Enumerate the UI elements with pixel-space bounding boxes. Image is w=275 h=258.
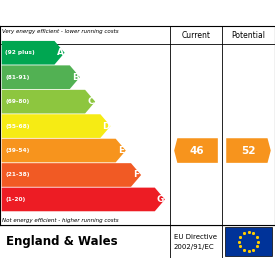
Bar: [225, 227, 272, 256]
Polygon shape: [2, 65, 80, 89]
Text: 46: 46: [189, 146, 204, 156]
Polygon shape: [2, 163, 141, 187]
Text: Current: Current: [182, 30, 210, 39]
Polygon shape: [2, 90, 95, 114]
Text: (55-68): (55-68): [5, 124, 30, 128]
Polygon shape: [174, 138, 218, 163]
Text: D: D: [102, 122, 110, 131]
Text: 52: 52: [241, 146, 255, 156]
Text: (1-20): (1-20): [5, 197, 25, 202]
Text: E: E: [118, 146, 124, 155]
Polygon shape: [2, 188, 165, 211]
Text: A: A: [57, 48, 64, 57]
Text: (21-38): (21-38): [5, 173, 30, 178]
Text: (69-80): (69-80): [5, 99, 29, 104]
Text: England & Wales: England & Wales: [6, 235, 118, 248]
Text: B: B: [72, 73, 79, 82]
Polygon shape: [2, 114, 111, 138]
Polygon shape: [226, 138, 271, 163]
Polygon shape: [2, 139, 126, 162]
Polygon shape: [2, 41, 65, 64]
Text: (39-54): (39-54): [5, 148, 29, 153]
Text: F: F: [133, 171, 140, 180]
Text: Very energy efficient - lower running costs: Very energy efficient - lower running co…: [2, 29, 118, 34]
Text: (92 plus): (92 plus): [5, 50, 35, 55]
Text: 2002/91/EC: 2002/91/EC: [174, 244, 214, 251]
Text: G: G: [157, 195, 164, 204]
Text: EU Directive: EU Directive: [174, 233, 217, 239]
Text: Energy Efficiency Rating: Energy Efficiency Rating: [52, 6, 223, 20]
Text: C: C: [87, 97, 94, 106]
Text: (81-91): (81-91): [5, 75, 29, 80]
Text: Potential: Potential: [232, 30, 265, 39]
Text: Not energy efficient - higher running costs: Not energy efficient - higher running co…: [2, 217, 118, 223]
